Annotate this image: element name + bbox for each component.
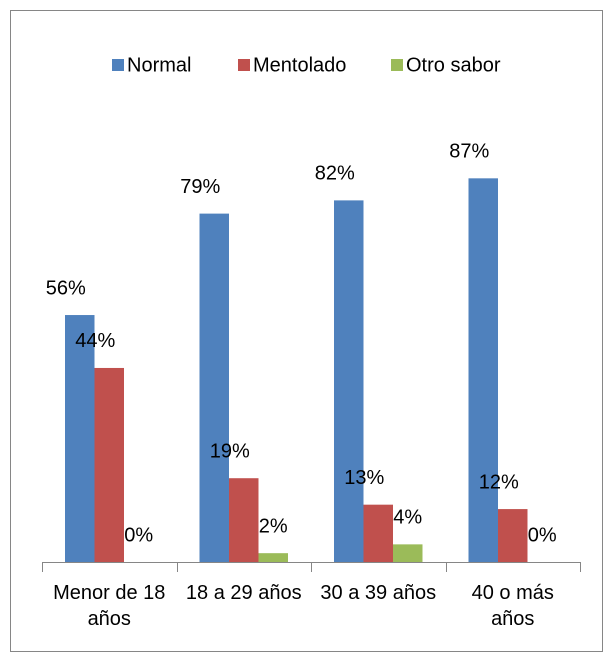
bar — [334, 200, 364, 562]
legend-label: Mentolado — [253, 54, 346, 76]
data-label: 4% — [393, 507, 422, 529]
legend-swatch — [391, 59, 403, 71]
bar — [229, 478, 259, 562]
data-label: 44% — [75, 330, 115, 352]
bar — [363, 504, 393, 562]
bar — [94, 367, 124, 562]
legend-label: Otro sabor — [406, 54, 501, 76]
data-label: 12% — [479, 471, 519, 493]
bar — [258, 553, 288, 562]
legend-swatch — [112, 59, 124, 71]
data-label: 13% — [344, 467, 384, 489]
x-tick-label: Menor de 18 años — [53, 582, 166, 630]
bar — [468, 178, 498, 562]
data-label: 56% — [46, 277, 86, 299]
data-label: 87% — [449, 141, 489, 163]
data-label: 2% — [259, 515, 288, 537]
bar — [65, 315, 95, 562]
data-label: 19% — [210, 440, 250, 462]
x-tick-label: 30 a 39 años — [320, 582, 437, 604]
data-label: 79% — [180, 176, 220, 198]
legend-swatch — [238, 59, 250, 71]
data-label: 82% — [315, 163, 355, 185]
bar — [393, 544, 423, 562]
x-tick-label: 40 o más años — [471, 582, 554, 630]
data-label: 0% — [124, 524, 153, 546]
legend-label: Normal — [127, 54, 191, 76]
bar — [498, 509, 528, 562]
x-tick-label: 18 a 29 años — [185, 582, 302, 604]
bar — [199, 213, 229, 563]
data-label: 0% — [528, 524, 557, 546]
